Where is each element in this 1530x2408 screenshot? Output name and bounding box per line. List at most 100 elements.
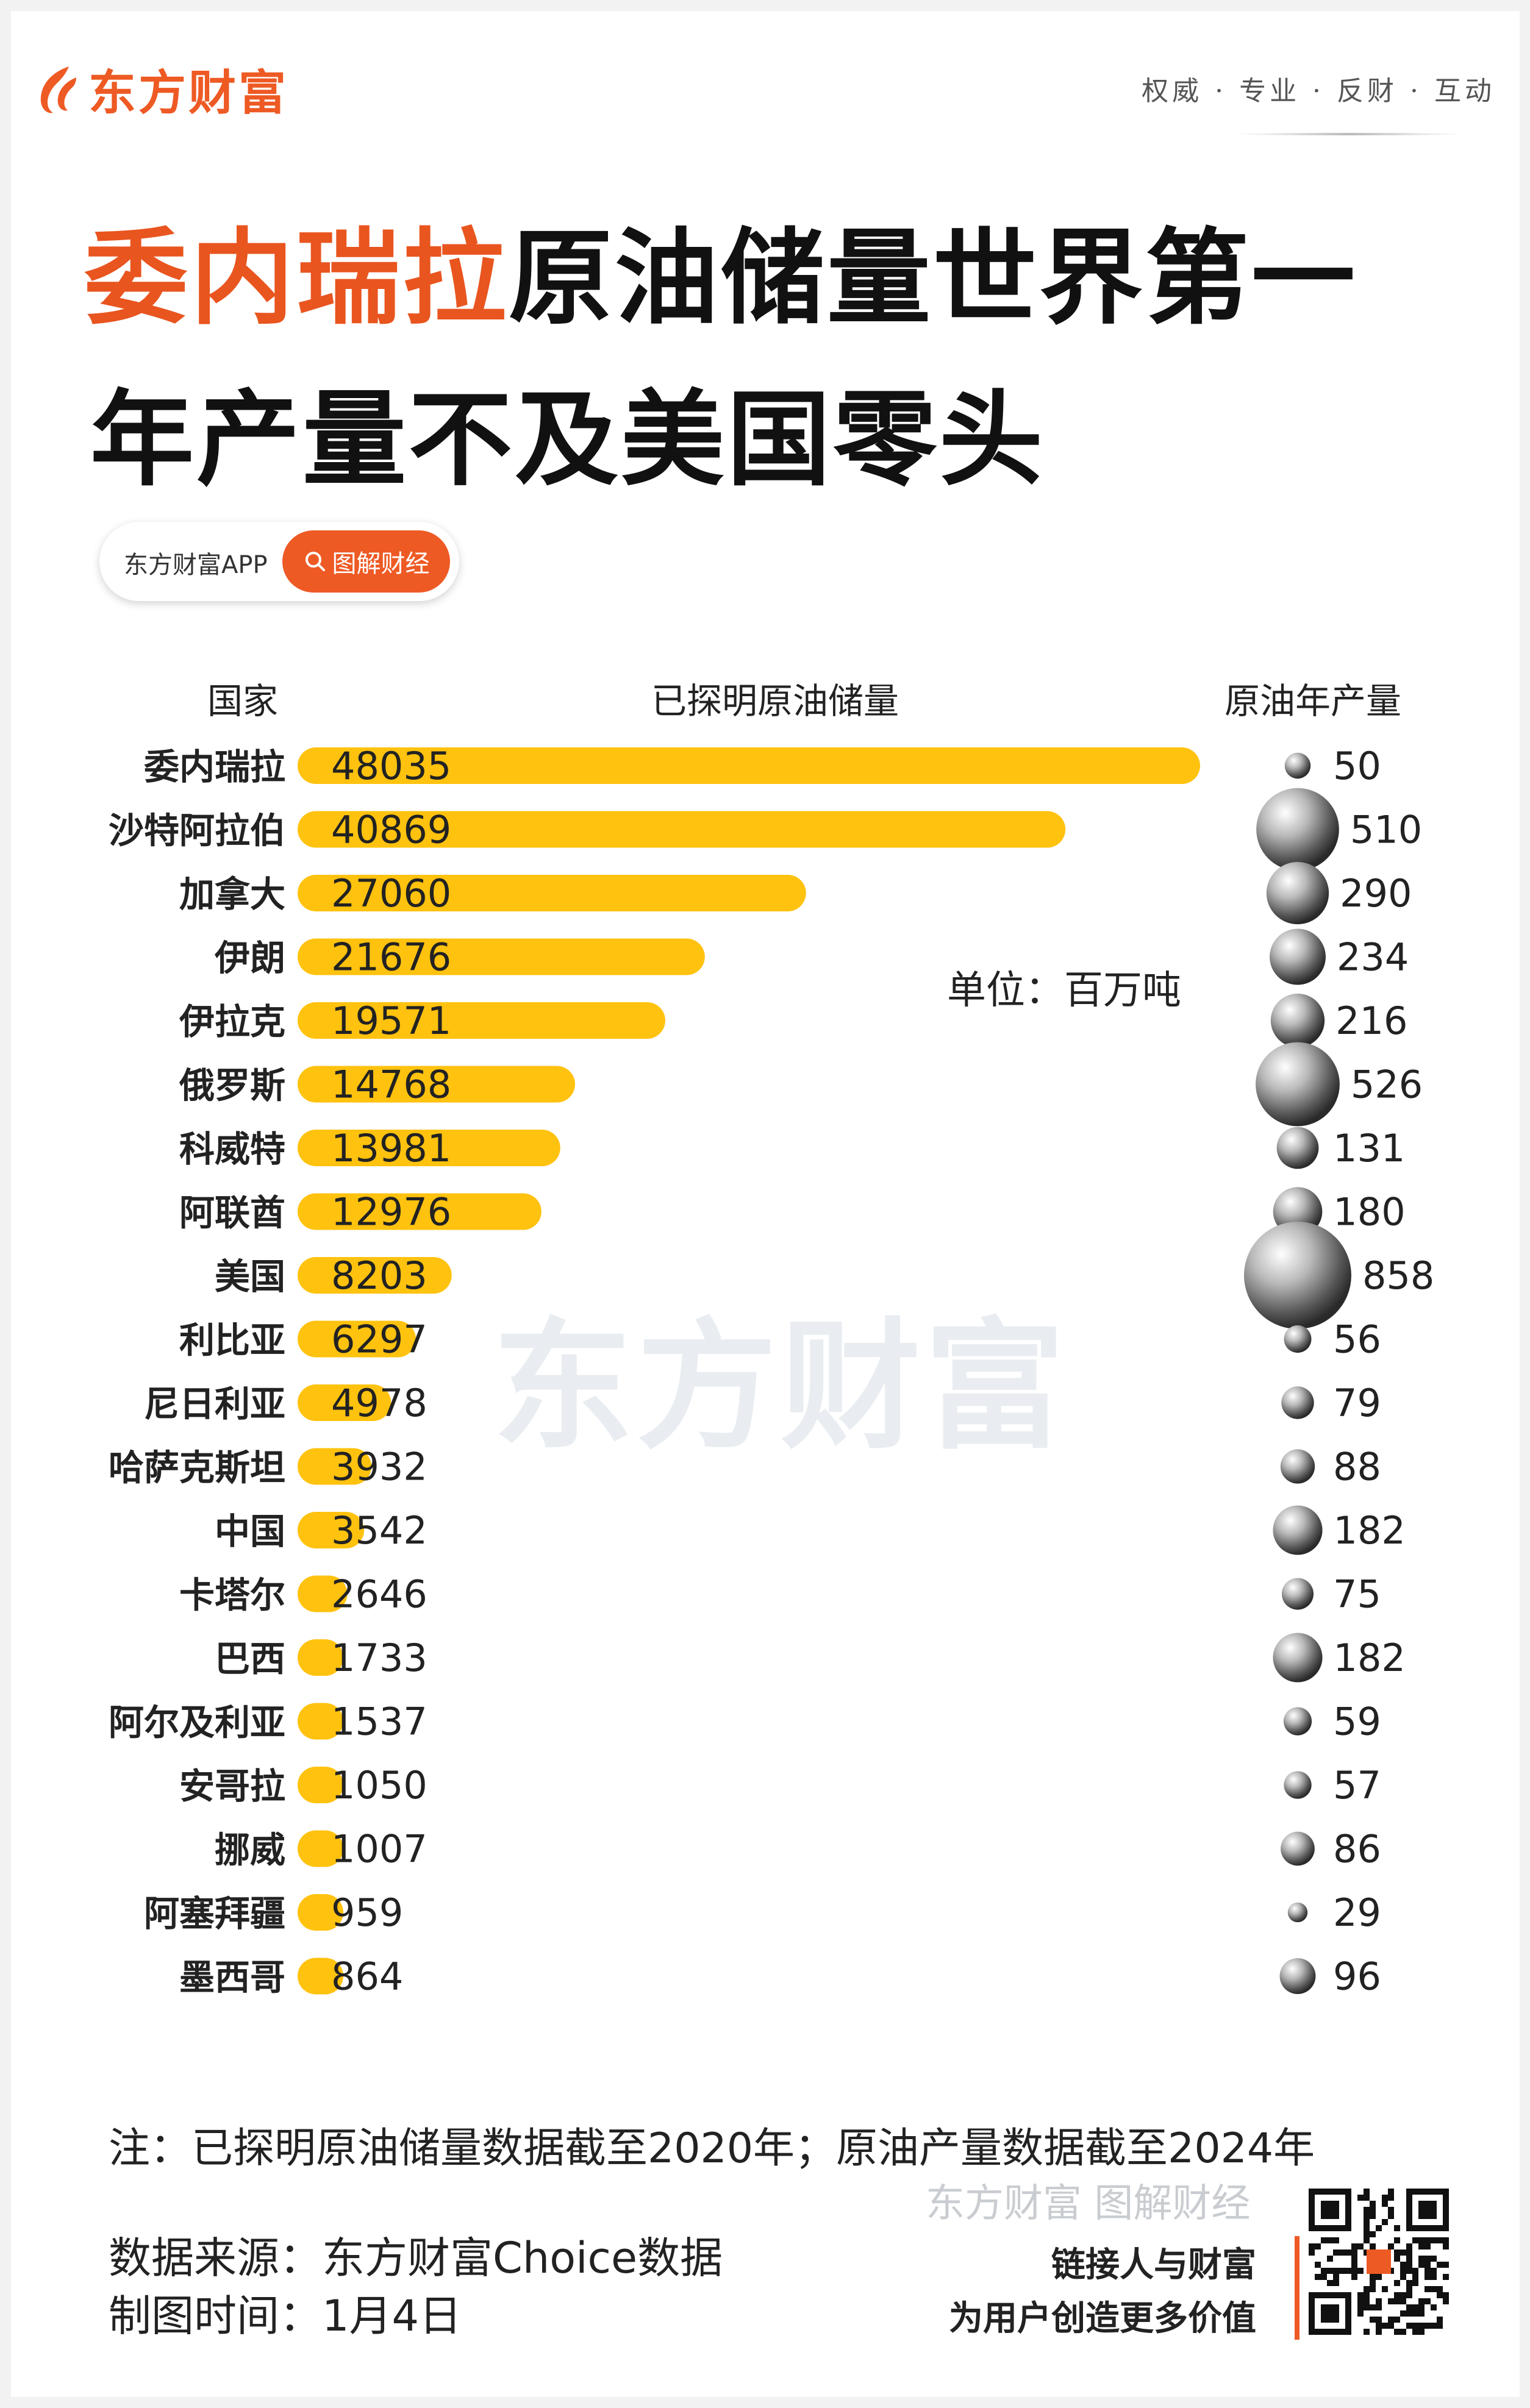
app-label: 东方财富APP: [124, 551, 268, 579]
country-label: 科威特: [179, 1128, 285, 1170]
reserve-value: 19571: [331, 999, 451, 1043]
production-value: 858: [1362, 1253, 1434, 1298]
country-label: 哈萨克斯坦: [109, 1447, 285, 1489]
graphic-finance-button[interactable]: 图解财经: [282, 530, 450, 593]
reserve-value: 1050: [331, 1763, 427, 1808]
reserve-value: 8203: [331, 1253, 427, 1298]
reserve-value: 21676: [331, 935, 451, 980]
reserve-bar: [298, 1894, 343, 1931]
production-value: 29: [1333, 1890, 1381, 1935]
production-value: 182: [1334, 1636, 1406, 1680]
chart-date: 制图时间：1月4日: [109, 2291, 462, 2341]
brand-name: 东方财富: [88, 66, 289, 121]
country-label: 沙特阿拉伯: [109, 810, 285, 852]
country-label: 挪威: [215, 1829, 285, 1871]
footer-watermark: 东方财富 图解财经: [926, 2181, 1251, 2226]
center-watermark: 东方财富: [493, 1306, 1069, 1469]
reserve-bar: [298, 1448, 372, 1485]
production-value: 234: [1337, 935, 1409, 980]
reserve-value: 27060: [331, 871, 451, 916]
reserve-bar: [298, 1320, 416, 1358]
production-bubble: [1284, 752, 1311, 779]
country-label: 阿尔及利亚: [109, 1702, 285, 1744]
reserve-value: 1007: [331, 1827, 427, 1872]
production-bubble: [1276, 1127, 1319, 1169]
search-icon: [305, 552, 325, 571]
reserve-value: 959: [331, 1890, 403, 1935]
slogan: 权威 · 专业 · 反财 · 互动: [1142, 76, 1495, 107]
production-value: 182: [1334, 1508, 1406, 1553]
title-line-1: 委内瑞拉原油储量世界第一: [84, 194, 1357, 344]
production-value: 510: [1350, 808, 1422, 852]
country-label: 伊拉克: [179, 1001, 285, 1042]
reserve-bar: [298, 1575, 348, 1612]
reserve-value: 864: [331, 1954, 403, 1999]
reserve-value: 40869: [331, 808, 451, 852]
header-production: 原油年产量: [1224, 680, 1402, 722]
reserve-bar: [298, 747, 1200, 784]
reserve-bar: [298, 875, 806, 911]
slogan-underline: [1233, 133, 1465, 135]
header-country: 国家: [207, 680, 279, 722]
footer-accent-bar: [1295, 2236, 1299, 2340]
production-bubble: [1281, 1831, 1315, 1866]
production-bubble: [1284, 1325, 1312, 1353]
production-bubble: [1281, 1578, 1314, 1610]
reserve-bar: [298, 1130, 560, 1166]
reserve-bar: [298, 1767, 343, 1803]
reserve-bar: [298, 1957, 343, 1995]
reserve-value: 13981: [331, 1126, 451, 1170]
production-bubble: [1281, 1386, 1314, 1419]
data-source: 数据来源：东方财富Choice数据: [109, 2233, 723, 2283]
reserve-value: 14768: [331, 1063, 451, 1107]
production-value: 50: [1333, 744, 1381, 788]
production-value: 57: [1333, 1763, 1381, 1808]
production-value: 86: [1333, 1827, 1381, 1872]
reserve-value: 3542: [331, 1508, 427, 1553]
country-label: 伊朗: [214, 938, 285, 979]
production-bubble: [1280, 1449, 1315, 1484]
production-value: 96: [1333, 1954, 1381, 1999]
production-bubble: [1283, 1707, 1312, 1736]
unit-label: 单位：百万吨: [947, 968, 1181, 1013]
reserve-bar: [298, 1703, 343, 1740]
reserve-bar: [298, 1066, 576, 1103]
country-label: 美国: [215, 1256, 285, 1297]
production-bubble: [1273, 1505, 1323, 1555]
production-value: 526: [1351, 1063, 1423, 1107]
qr-code: [1309, 2189, 1449, 2335]
country-label: 墨西哥: [179, 1957, 285, 1998]
production-value: 131: [1333, 1126, 1405, 1170]
production-bubble: [1266, 861, 1329, 925]
button-label: 图解财经: [332, 550, 430, 578]
production-value: 56: [1333, 1317, 1381, 1362]
reserve-value: 3932: [331, 1445, 427, 1489]
footer-slogan-2: 为用户创造更多价值: [949, 2299, 1256, 2339]
country-label: 俄罗斯: [179, 1065, 285, 1106]
production-bubble: [1256, 788, 1339, 871]
reserve-bar: [298, 1830, 343, 1867]
production-value: 59: [1333, 1700, 1381, 1744]
production-value: 88: [1333, 1445, 1381, 1489]
country-label: 利比亚: [179, 1320, 285, 1361]
country-label: 安哥拉: [179, 1765, 285, 1807]
reserve-bar: [298, 1193, 542, 1230]
country-label: 委内瑞拉: [144, 746, 285, 788]
brand-logo: 东方财富: [26, 55, 288, 123]
header-reserves: 已探明原油储量: [651, 680, 899, 722]
production-bubble: [1256, 1042, 1340, 1127]
reserve-bar: [298, 1639, 343, 1676]
production-value: 290: [1340, 871, 1412, 916]
reserve-bar: [298, 1512, 365, 1548]
production-bubble: [1279, 1958, 1316, 1994]
country-label: 卡塔尔: [179, 1575, 285, 1616]
country-label: 巴西: [215, 1638, 285, 1680]
app-pill[interactable]: 东方财富APP 图解财经: [99, 522, 459, 601]
title-rest: 原油储量世界第一: [509, 218, 1358, 339]
production-bubble: [1273, 1633, 1323, 1683]
eastmoney-flame-icon: [40, 66, 76, 113]
reserve-bar: [298, 938, 705, 975]
reserve-value: 48035: [331, 744, 451, 788]
title-line-2: 年产量不及美国零头: [90, 380, 1046, 500]
country-label: 阿塞拜疆: [144, 1893, 285, 1934]
